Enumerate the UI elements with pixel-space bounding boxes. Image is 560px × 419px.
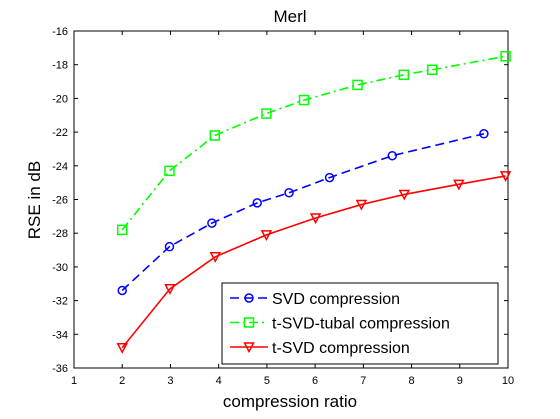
legend-box bbox=[221, 282, 499, 365]
x-tick-label: 2 bbox=[119, 375, 125, 387]
series-2 bbox=[116, 171, 512, 354]
data-point bbox=[398, 189, 411, 201]
data-point bbox=[260, 230, 273, 241]
data-point bbox=[209, 252, 222, 263]
series-line bbox=[121, 175, 506, 349]
data-point bbox=[116, 224, 128, 236]
y-tick-label: -16 bbox=[52, 26, 68, 38]
legend-entry: t-SVD-tubal compression bbox=[230, 316, 450, 333]
data-point bbox=[261, 108, 272, 119]
data-point bbox=[298, 94, 310, 106]
data-point bbox=[500, 51, 511, 62]
x-tick-label: 5 bbox=[264, 375, 270, 387]
legend-entry: t-SVD compression bbox=[230, 340, 410, 357]
data-point bbox=[398, 69, 410, 81]
legend-label: t-SVD-tubal compression bbox=[272, 316, 450, 333]
y-tick-label: -36 bbox=[52, 363, 68, 375]
data-point bbox=[284, 188, 294, 198]
series-0 bbox=[117, 129, 489, 296]
data-point bbox=[117, 285, 127, 296]
y-tick-label: -28 bbox=[52, 228, 68, 240]
x-tick-label: 4 bbox=[216, 375, 222, 387]
series-line bbox=[121, 55, 506, 231]
data-point bbox=[352, 79, 363, 91]
x-tick-label: 7 bbox=[360, 375, 366, 387]
series-1 bbox=[116, 51, 511, 236]
y-axis-title: RSE in dB bbox=[25, 161, 44, 239]
y-tick-label: -22 bbox=[52, 127, 68, 139]
data-point bbox=[309, 213, 322, 225]
y-tick-label: -34 bbox=[52, 329, 68, 341]
legend-label: t-SVD compression bbox=[272, 340, 410, 357]
data-point bbox=[453, 179, 465, 191]
data-point bbox=[164, 241, 175, 252]
x-tick-label: 3 bbox=[167, 375, 173, 387]
data-point bbox=[209, 130, 221, 141]
data-point bbox=[499, 171, 512, 183]
data-point bbox=[164, 165, 175, 177]
x-tick-label: 10 bbox=[502, 375, 514, 387]
data-point bbox=[427, 64, 438, 76]
data-point bbox=[116, 343, 128, 354]
data-point bbox=[252, 198, 262, 208]
data-point bbox=[207, 218, 217, 228]
legend-marker bbox=[243, 342, 255, 354]
series-line bbox=[121, 133, 485, 292]
y-tick-label: -24 bbox=[52, 161, 68, 173]
y-tick-label: -32 bbox=[52, 296, 68, 308]
data-point bbox=[164, 284, 176, 295]
data-point bbox=[479, 129, 489, 139]
x-tick-label: 8 bbox=[408, 375, 414, 387]
y-tick-label: -20 bbox=[52, 93, 68, 105]
x-tick-label: 9 bbox=[457, 375, 463, 387]
x-tick-label: 1 bbox=[71, 375, 77, 387]
x-tick-label: 6 bbox=[312, 375, 318, 387]
legend-label: SVD compression bbox=[272, 291, 400, 308]
y-tick-label: -18 bbox=[52, 60, 68, 72]
legend-entry: SVD compression bbox=[230, 291, 400, 308]
x-axis-title: compression ratio bbox=[223, 392, 357, 411]
data-point bbox=[324, 172, 335, 183]
y-tick-label: -26 bbox=[52, 195, 68, 207]
y-tick-label: -30 bbox=[52, 262, 68, 274]
legend-marker bbox=[244, 293, 254, 303]
legend-marker bbox=[243, 317, 255, 328]
chart-title: Merl bbox=[273, 7, 306, 26]
data-point bbox=[355, 199, 368, 211]
data-point bbox=[387, 150, 398, 161]
